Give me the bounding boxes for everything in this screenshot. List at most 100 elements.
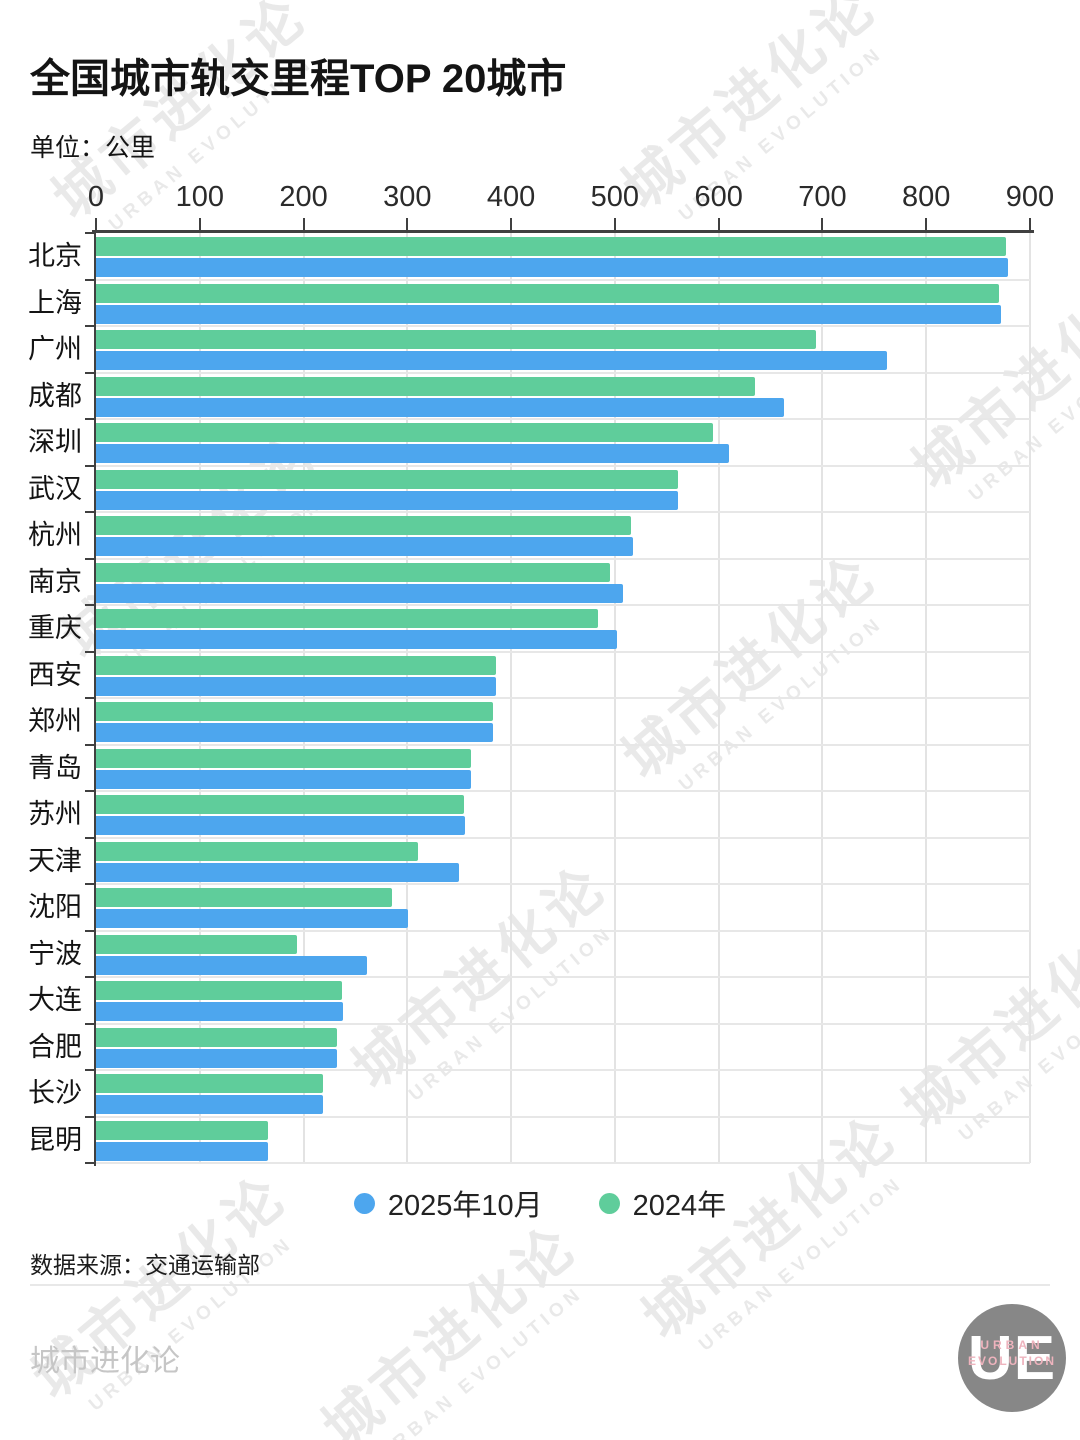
chart-row-北京: 北京 (28, 233, 1030, 280)
bar-2024-深圳 (96, 423, 714, 442)
x-axis-tick (198, 218, 201, 230)
bar-2025-西安 (96, 676, 496, 696)
legend-item: 2025年10月 (353, 1182, 543, 1224)
y-axis-tick (85, 836, 94, 839)
bar-2025-长沙 (96, 1095, 324, 1114)
bar-2025-成都 (96, 397, 785, 417)
gridline-row (96, 697, 1030, 699)
bar-2025-杭州 (96, 537, 633, 556)
x-axis-tick (406, 218, 409, 230)
logo-monogram: UE (967, 1323, 1057, 1393)
x-axis-tick-label: 100 (175, 181, 224, 213)
bar-2025-广州 (96, 351, 887, 370)
gridline-row (96, 418, 1030, 420)
y-axis-tick (85, 464, 94, 467)
x-axis-tick-label: 600 (694, 181, 743, 213)
chart-row-大连: 大连 (28, 977, 1030, 1024)
legend-label: 2025年10月 (387, 1190, 543, 1222)
bar-2025-南京 (96, 583, 624, 603)
city-label: 天津 (28, 845, 82, 876)
gridline-row (96, 604, 1030, 606)
gridline-row (96, 1022, 1030, 1025)
bar-2025-沈阳 (96, 909, 409, 928)
bar-2024-昆明 (96, 1120, 269, 1140)
city-label: 郑州 (28, 706, 82, 736)
city-label: 昆明 (28, 1124, 82, 1155)
page-title: 全国城市轨交里程TOP 20城市 (30, 57, 567, 101)
y-axis-tick (85, 278, 94, 281)
gridline-row (96, 278, 1030, 281)
x-axis-tick-label: 800 (902, 181, 951, 213)
bar-2025-上海 (96, 304, 1001, 324)
bar-2025-苏州 (96, 816, 466, 835)
logo-word-evolution: EVOLUTION (967, 1354, 1056, 1368)
bar-2025-郑州 (96, 723, 494, 742)
y-axis-tick (85, 743, 94, 746)
x-axis-tick-label: 500 (590, 181, 640, 213)
y-axis-tick (85, 929, 94, 932)
city-label: 合肥 (28, 1031, 82, 1062)
bar-2024-苏州 (96, 795, 465, 814)
chart-row-成都: 成都 (28, 373, 1030, 420)
x-axis-tick (1029, 218, 1031, 230)
brand-name: 城市进化论 (30, 1345, 180, 1378)
bar-2024-大连 (96, 981, 342, 1000)
logo-wordmark: URBAN EVOLUTION (958, 1338, 1066, 1368)
bar-2024-武汉 (96, 469, 679, 489)
chart-row-天津: 天津 (28, 838, 1030, 885)
chart-row-杭州: 杭州 (28, 512, 1030, 559)
chart-row-广州: 广州 (28, 326, 1030, 373)
data-source: 数据来源：交通运输部 (30, 1252, 260, 1278)
watermark-en-text: URBAN EVOLUTION (375, 1282, 588, 1440)
chart-row-昆明: 昆明 (28, 1117, 1030, 1164)
x-axis-tick-label: 900 (1005, 181, 1055, 213)
bar-2025-深圳 (96, 444, 730, 463)
bar-2025-宁波 (96, 955, 367, 975)
bar-2025-昆明 (96, 1141, 269, 1161)
y-axis-tick (85, 371, 94, 374)
x-axis-tick-label: 0 (87, 181, 105, 213)
y-axis-tick (85, 1162, 94, 1164)
chart-legend: 2025年10月 2024年 (0, 1182, 1080, 1224)
logo-word-urban: URBAN (980, 1338, 1044, 1352)
bar-2025-重庆 (96, 630, 617, 649)
y-axis-tick (85, 1022, 94, 1025)
city-label: 西安 (28, 659, 82, 690)
bar-2025-天津 (96, 862, 460, 882)
y-axis-tick (85, 1069, 94, 1071)
y-axis-tick (85, 325, 94, 327)
chart-row-西安: 西安 (28, 652, 1030, 699)
gridline-row (96, 371, 1030, 374)
chart-row-青岛: 青岛 (28, 745, 1030, 792)
bar-2024-上海 (96, 283, 999, 303)
bar-2025-北京 (96, 258, 1009, 277)
city-label: 青岛 (28, 752, 82, 783)
watermark-cn-text: 城市进化论 (310, 1212, 589, 1440)
x-axis-tick (821, 218, 824, 230)
legend-item: 2024年 (598, 1182, 727, 1224)
city-label: 北京 (28, 241, 82, 271)
bar-2024-南京 (96, 562, 610, 582)
bar-2024-杭州 (96, 516, 632, 535)
chart-row-南京: 南京 (28, 559, 1030, 606)
x-axis-tick-label: 400 (486, 181, 536, 213)
chart-row-合肥: 合肥 (28, 1024, 1030, 1071)
y-axis-tick (85, 976, 94, 978)
legend-dot (598, 1192, 620, 1214)
legend-label: 2024年 (632, 1190, 727, 1222)
bar-2024-西安 (96, 655, 496, 675)
gridline-x-900 (1029, 233, 1031, 1163)
y-axis-tick (85, 650, 94, 653)
y-axis-tick (85, 232, 94, 234)
bar-chart-plot: 0 100 200 300 400 500 600 700 800 900 北京 上海 广州 成都 深圳 武汉… (28, 181, 1054, 1166)
bar-2024-北京 (96, 237, 1007, 256)
x-axis-tick (717, 218, 720, 230)
bar-2024-沈阳 (96, 888, 392, 907)
gridline-row (96, 883, 1030, 885)
city-label: 重庆 (28, 613, 82, 643)
y-axis-tick (85, 557, 94, 560)
y-axis-tick (85, 511, 94, 513)
bar-2024-重庆 (96, 609, 599, 628)
footer-divider (30, 1284, 1050, 1286)
